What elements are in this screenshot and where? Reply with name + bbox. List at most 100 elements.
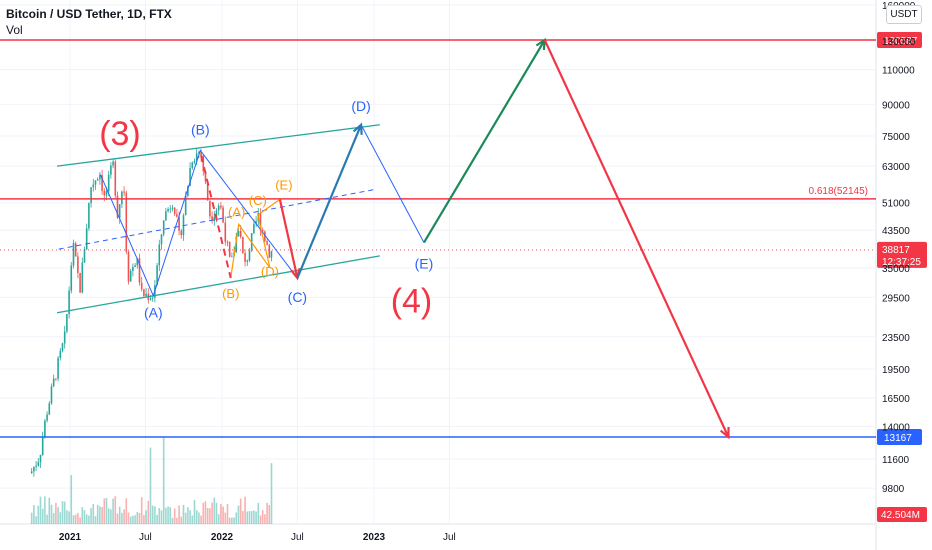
price-tick-label: 43500 (882, 226, 910, 237)
volume-bar (105, 497, 108, 524)
blue-wave-de[interactable] (296, 123, 425, 279)
candle-body (255, 221, 257, 224)
candle-body (116, 195, 119, 218)
candle-body (55, 378, 57, 380)
price-level-tag (877, 429, 922, 445)
volume-bar (178, 505, 180, 524)
blue-wave-label: (C) (288, 289, 307, 305)
degree-wave-label: (4) (391, 283, 433, 321)
candle-body (123, 191, 125, 193)
volume-bar (176, 517, 178, 524)
candle-body (261, 229, 264, 232)
volume-bar (143, 515, 145, 524)
projection-up-to-130k[interactable] (423, 39, 546, 244)
price-tick-label: 75000 (882, 132, 910, 143)
candle-body (41, 437, 44, 455)
volume-bar (189, 510, 191, 524)
candle-body (266, 241, 268, 245)
volume-bar (261, 510, 264, 524)
volume-bar (215, 502, 218, 524)
candle-body (57, 357, 59, 379)
blue-wave-abc[interactable] (99, 149, 298, 298)
currency-badge[interactable]: USDT (886, 5, 922, 24)
candle-body (259, 213, 262, 230)
candle-body (114, 161, 117, 196)
time-tick-label: 2022 (211, 532, 234, 543)
volume-bar (44, 496, 46, 524)
blue-wave-label: (A) (144, 305, 163, 321)
volume-bar (167, 506, 169, 524)
candle-body (189, 168, 191, 186)
volume-bar (222, 506, 224, 524)
candle-body (140, 282, 143, 290)
volume-bar (145, 510, 147, 524)
candle-body (169, 208, 172, 210)
volume-bar (233, 517, 235, 524)
time-tick-label: Jul (139, 532, 152, 543)
volume-bar (195, 510, 198, 524)
candle-body (176, 214, 178, 217)
projection-up-to-d[interactable] (296, 124, 363, 279)
volume-bar (180, 516, 183, 524)
time-tick-label: 2023 (363, 532, 386, 543)
candle-body (96, 179, 99, 181)
volume-bar (121, 512, 123, 524)
volume-bar (39, 496, 42, 524)
time-axis[interactable]: 2021 Jul 2022 Jul 2023 Jul (59, 532, 456, 543)
volume-bar (63, 501, 66, 524)
volume-tag-label: 42.504M (881, 510, 920, 521)
channel-upper-line[interactable] (57, 124, 380, 167)
volume-bar (253, 510, 255, 524)
candle-body (52, 378, 55, 387)
volume-bar (66, 510, 68, 524)
volume-bar (209, 508, 211, 524)
volume-bar (68, 511, 70, 524)
price-tick-label: 130000 (882, 37, 916, 48)
volume-bars (30, 437, 273, 524)
volume-bar (132, 515, 134, 524)
wave-drawings[interactable] (99, 37, 730, 440)
volume-bar (184, 512, 187, 524)
candle-body (110, 165, 112, 175)
candle-body (48, 403, 51, 415)
time-tick-label: Jul (443, 532, 456, 543)
projection-down-to-13k[interactable] (543, 39, 730, 438)
candle-body (149, 298, 152, 300)
candle-body (226, 241, 229, 243)
volume-bar (107, 508, 110, 524)
volume-bar (228, 517, 231, 524)
candle-body (224, 222, 227, 242)
candle-body (248, 250, 251, 261)
candle-body (59, 350, 62, 358)
candle-body (145, 293, 147, 296)
candle-body (231, 256, 233, 258)
volume-bar (33, 505, 35, 524)
candle-body (165, 211, 167, 221)
volume-bar (226, 504, 229, 524)
candle-body (202, 156, 205, 172)
channel-lower-line[interactable] (56, 255, 380, 314)
candle-body (195, 153, 198, 162)
orange-triangle-wave[interactable] (230, 198, 281, 279)
channel-lines[interactable] (56, 124, 380, 314)
price-tick-label: 51000 (882, 199, 910, 210)
candle-body (220, 205, 222, 208)
blue-wave-label: (B) (191, 121, 210, 137)
candle-body (253, 223, 255, 234)
candle-body (61, 343, 64, 351)
red-dashed-wave[interactable] (200, 155, 232, 279)
candle-body (162, 220, 165, 235)
volume-bar (248, 511, 251, 524)
volume-bar (134, 515, 136, 524)
volume-bar (125, 498, 128, 524)
wave-labels: (A) (B) (C) (D) (E) (A) (B) (C) (D) (E) (3) (4) (99, 98, 433, 321)
volume-bar (259, 515, 262, 524)
candle-body (215, 210, 218, 217)
projection-down-to-c[interactable] (278, 199, 299, 279)
volume-bar (149, 447, 152, 524)
volume-bar (88, 515, 90, 524)
candle-body (264, 231, 266, 242)
time-tick-label: 2021 (59, 532, 82, 543)
